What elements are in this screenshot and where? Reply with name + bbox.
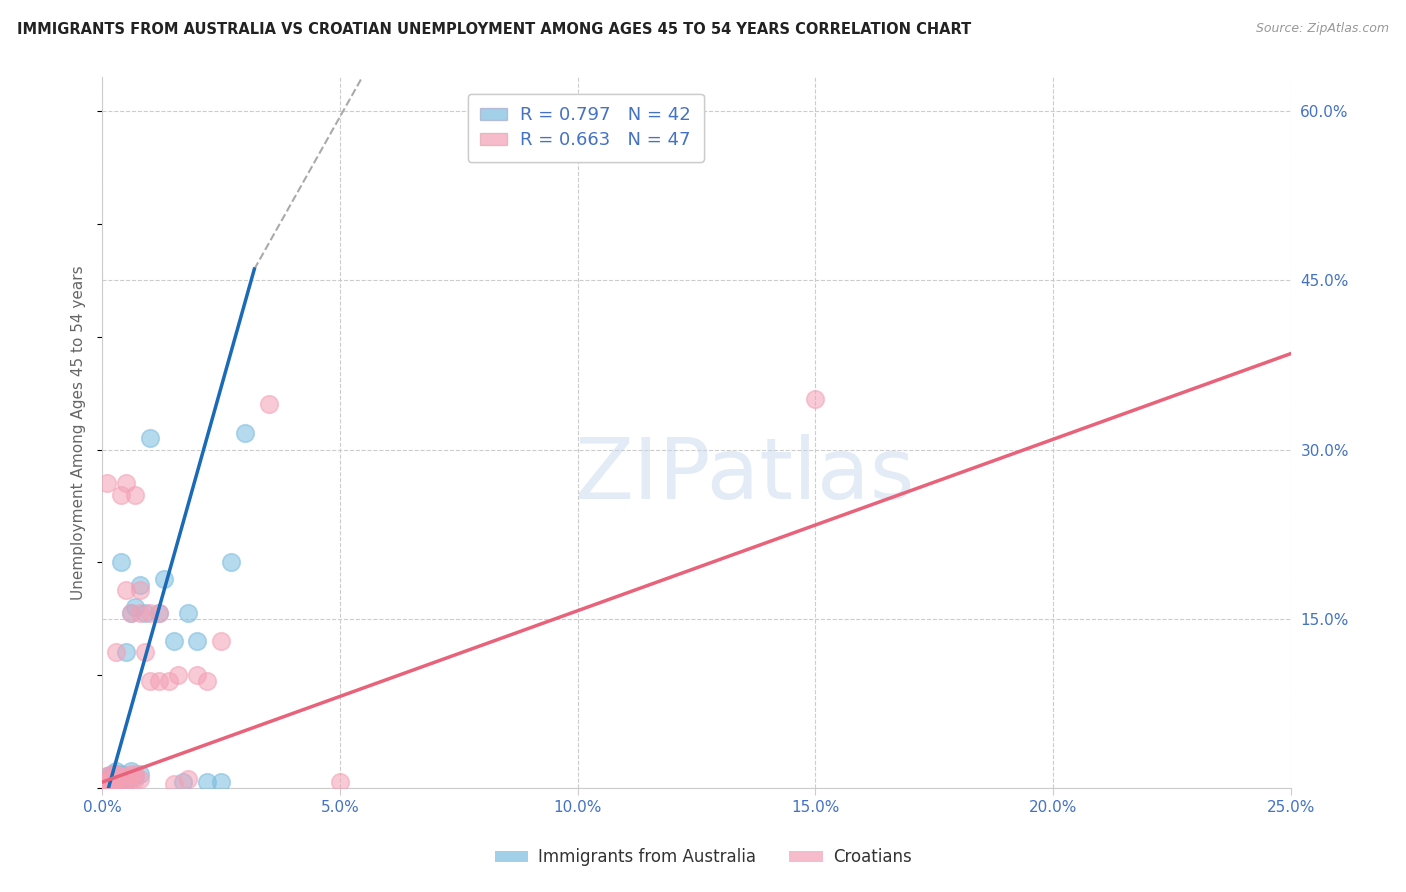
Y-axis label: Unemployment Among Ages 45 to 54 years: Unemployment Among Ages 45 to 54 years [72,265,86,600]
Point [153,572,176,586]
Point [148,606,170,620]
Point [96,769,118,783]
Point [105,775,128,789]
Point [115,769,138,783]
Point [129,767,152,781]
Point [134,606,156,620]
Point [120,767,142,781]
Point [100,777,122,791]
Point [134,645,156,659]
Point [96,772,118,786]
Point [110,775,132,789]
Point [124,769,146,783]
Point [110,767,132,781]
Point [129,578,152,592]
Point [195,673,218,688]
Point [186,634,208,648]
Point [100,767,122,781]
Point [115,476,138,491]
Point [93,779,115,793]
Point [110,769,132,783]
Point [96,769,118,783]
Text: Source: ZipAtlas.com: Source: ZipAtlas.com [1256,22,1389,36]
Point [96,775,118,789]
Point [120,606,142,620]
Point [148,673,170,688]
Point [105,772,128,786]
Point [804,392,827,406]
Point [105,775,128,789]
Point [105,772,128,786]
Point [115,645,138,659]
Point [209,634,232,648]
Point [105,764,128,778]
Point [105,767,128,781]
Point [96,476,118,491]
Point [177,772,200,786]
Point [96,775,118,789]
Point [105,645,128,659]
Point [100,775,122,789]
Point [96,777,118,791]
Point [124,600,146,615]
Point [167,668,190,682]
Point [100,775,122,789]
Point [120,772,142,786]
Point [115,769,138,783]
Point [124,767,146,781]
Point [257,397,280,411]
Point [96,777,118,791]
Point [139,673,162,688]
Point [98,775,121,789]
Point [98,776,121,790]
Point [233,425,256,440]
Point [129,772,152,786]
Point [124,487,146,501]
Point [124,772,146,786]
Legend: Immigrants from Australia, Croatians: Immigrants from Australia, Croatians [488,842,918,873]
Point [105,767,128,781]
Point [139,606,162,620]
Point [100,772,122,786]
Point [120,606,142,620]
Text: IMMIGRANTS FROM AUSTRALIA VS CROATIAN UNEMPLOYMENT AMONG AGES 45 TO 54 YEARS COR: IMMIGRANTS FROM AUSTRALIA VS CROATIAN UN… [17,22,972,37]
Point [195,775,218,789]
Point [93,779,115,793]
Point [139,431,162,445]
Point [115,775,138,789]
Point [96,772,118,787]
Point [103,775,125,789]
Point [177,606,200,620]
Point [100,777,122,791]
Point [329,775,352,789]
Point [103,769,125,783]
Point [129,606,152,620]
Point [110,555,132,569]
Point [115,775,138,789]
Point [162,777,184,791]
Point [100,767,122,781]
Point [120,764,142,778]
Point [110,487,132,501]
Point [93,776,115,790]
Point [148,606,170,620]
Point [100,772,122,786]
Point [115,583,138,598]
Point [172,775,194,789]
Point [219,555,242,569]
Point [162,634,184,648]
Point [93,776,115,790]
Text: ZIPatlas: ZIPatlas [574,434,914,516]
Point [157,673,180,688]
Point [209,775,232,789]
Point [186,668,208,682]
Point [129,583,152,598]
Legend: R = 0.797   N = 42, R = 0.663   N = 47: R = 0.797 N = 42, R = 0.663 N = 47 [468,94,703,162]
Point [110,772,132,786]
Point [98,772,121,786]
